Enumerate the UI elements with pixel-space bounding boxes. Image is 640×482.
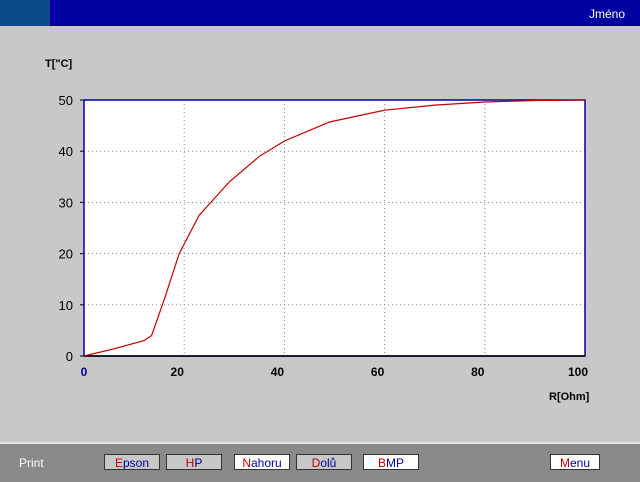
name-label: Jméno <box>588 7 625 21</box>
data-line <box>83 99 586 357</box>
y-tick-label: 40 <box>59 144 73 159</box>
button-label-first: D <box>311 456 321 470</box>
button-label-rest: olů <box>320 456 337 470</box>
app-logo <box>0 0 50 26</box>
x-tick-label: 20 <box>171 365 185 379</box>
nahoru-button[interactable]: Nahoru <box>234 454 290 470</box>
button-label-first: M <box>559 456 570 470</box>
x-axis-label: R[Ohm] <box>549 391 590 403</box>
y-tick-label: 0 <box>66 349 73 364</box>
y-tick-label: 10 <box>59 298 73 313</box>
button-label-rest: P <box>194 456 203 470</box>
button-label-rest: pson <box>122 456 150 470</box>
x-tick-label: 80 <box>471 365 485 379</box>
bmp-button[interactable]: BMP <box>363 454 419 470</box>
footer-bar: Print Epson HP Nahoru Dolů BMP Menu <box>0 442 640 482</box>
title-bar: Jméno <box>0 0 640 26</box>
y-tick-label: 20 <box>59 247 73 262</box>
menu-button[interactable]: Menu <box>550 454 600 470</box>
x-tick-label: 0 <box>81 365 88 379</box>
button-label-first: B <box>377 456 386 470</box>
y-tick-label: 50 <box>59 93 73 108</box>
button-label-rest: ahoru <box>250 456 282 470</box>
y-axis-label: T["C] <box>45 58 73 70</box>
print-label: Print <box>19 456 44 470</box>
button-label-first: E <box>114 456 123 470</box>
dolu-button[interactable]: Dolů <box>296 454 352 470</box>
epson-button[interactable]: Epson <box>104 454 160 470</box>
x-tick-label: 100 <box>568 365 588 379</box>
x-tick-label: 60 <box>371 365 385 379</box>
plot-area <box>84 100 585 356</box>
button-label-first: N <box>242 456 251 470</box>
chart: 0 20 40 60 80 100 0 10 20 30 40 50 <box>59 93 589 379</box>
button-label-first: H <box>185 456 195 470</box>
y-tick-label: 30 <box>59 195 73 210</box>
button-label-rest: enu <box>569 456 591 470</box>
x-tick-label: 40 <box>271 365 285 379</box>
hp-button[interactable]: HP <box>166 454 222 470</box>
button-label-rest: MP <box>386 456 404 470</box>
